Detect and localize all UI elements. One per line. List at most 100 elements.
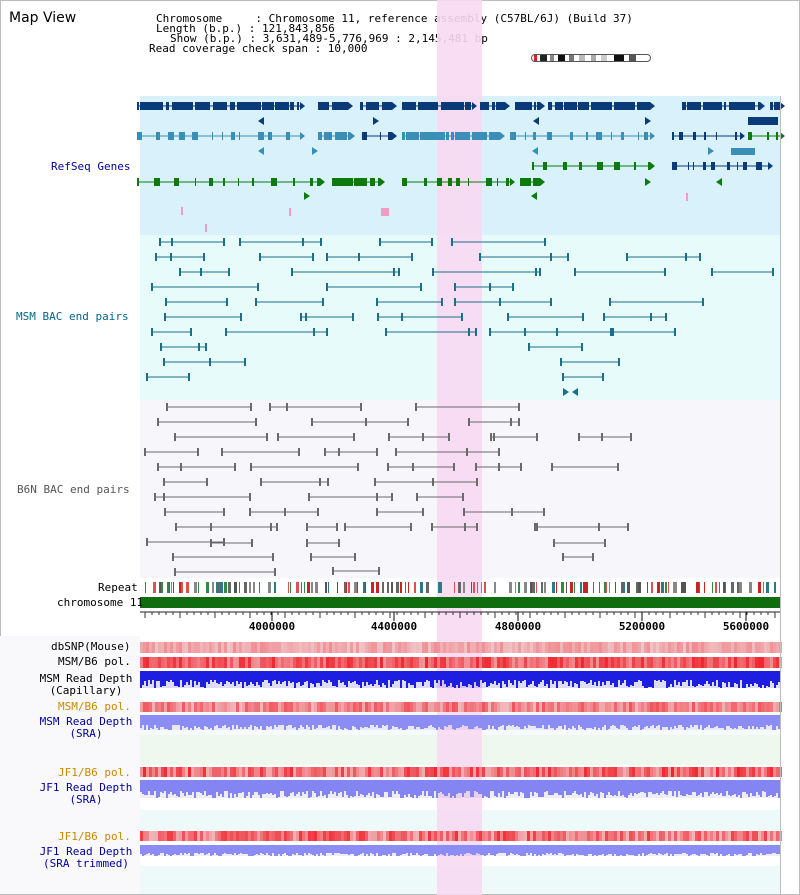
pol-cell [323,657,326,668]
b6n-bac-track[interactable] [144,403,632,576]
pol-cell [179,642,182,653]
pol-cell [155,642,158,653]
depth-bar [370,671,372,684]
depth-bar [678,715,680,725]
repeat-element [524,582,527,593]
repeat-element [515,582,516,593]
pol-cell [722,642,725,653]
pol-cell [746,702,749,712]
repeat-element [344,582,347,593]
depth-bar [714,715,716,727]
pol-cell [224,767,227,777]
bac-end-right [240,313,242,321]
depth-bar [300,845,302,855]
gene-exon [704,132,706,140]
gene-arrow [645,117,651,125]
bac-end-right [461,313,463,321]
repeat-element [212,582,214,593]
depth-bar [172,780,174,795]
pol-cell [419,657,422,668]
pol-cell [194,702,197,712]
pol-cell [341,657,344,668]
depth-bar [716,671,718,680]
pol-cell [734,642,737,653]
depth-bar [682,671,684,682]
pol-cell [296,642,299,653]
bac-end-left [159,238,161,246]
depth-bar [698,845,700,856]
polymorphism-tracks[interactable] [140,642,782,841]
repeat-element [696,582,699,593]
depth-bar [340,715,342,729]
bac-end-left [415,403,417,411]
depth-bar [618,671,620,680]
refseq-genes-track[interactable] [137,102,785,232]
chromosome-ideogram[interactable] [531,53,651,63]
selection-highlight[interactable] [437,0,482,895]
depth-bar [722,671,724,682]
depth-bar [498,671,500,683]
pol-cell [575,767,578,777]
pol-cell [470,657,473,668]
depth-bar [434,715,436,728]
msm-bac-track[interactable] [146,238,774,396]
pol-cell [467,702,470,712]
depth-bar [702,671,704,686]
pol-cell [743,702,746,712]
depth-bar [176,715,178,725]
read-depth-tracks[interactable] [140,671,780,856]
pol-cell [632,642,635,653]
bac-end-right [257,283,259,291]
depth-bar [244,715,246,727]
pol-cell [194,642,197,653]
depth-bar [510,845,512,853]
depth-bar [668,715,670,730]
pol-cell [776,642,779,653]
repeat-track[interactable] [145,582,776,593]
pol-cell [611,657,614,668]
gene-exon [451,132,454,140]
depth-bar [742,671,744,688]
depth-bar [180,780,182,791]
depth-bar [520,845,522,856]
depth-bar [404,671,406,681]
depth-bar [480,845,482,855]
pol-cell [248,702,251,712]
depth-bar [406,715,408,729]
depth-bar [740,671,742,680]
depth-bar [328,845,330,853]
pol-cell [329,642,332,653]
pol-cell [509,642,512,653]
depth-bar [610,780,612,795]
pol-cell [605,702,608,712]
depth-bar [148,780,150,791]
depth-bar [226,780,228,791]
depth-bar [326,845,328,853]
pol-cell [485,831,488,841]
depth-bar [236,845,238,855]
depth-bar [438,780,440,793]
pol-cell [668,831,671,841]
bac-end-left [179,268,181,276]
gene-exon [497,178,498,186]
pol-cell [191,642,194,653]
track-label-b6n-bac: B6N BAC end pairs [17,483,130,496]
repeat-element [463,582,465,593]
depth-bar [190,715,192,728]
bac-end-left [144,448,146,456]
depth-bar [530,845,532,853]
pol-cell [269,702,272,712]
bac-end-right [598,523,600,531]
depth-bar [250,671,252,682]
depth-bar [646,845,648,855]
gene-exon [317,178,320,186]
depth-bar [548,780,550,795]
pol-cell [290,702,293,712]
depth-bar [350,715,352,730]
depth-bar [358,671,360,685]
depth-bar [150,780,152,795]
depth-bar [696,671,698,686]
pol-cell [755,767,758,777]
depth-bar [314,780,316,793]
